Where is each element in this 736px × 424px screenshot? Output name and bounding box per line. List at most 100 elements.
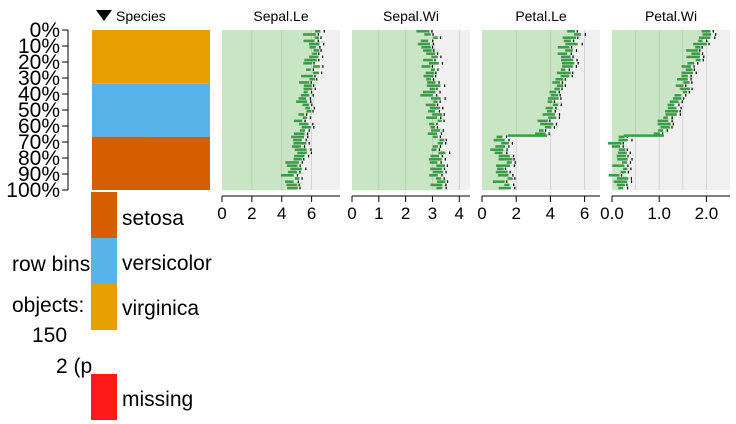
y-tick-label: 30% <box>18 67 60 90</box>
bar <box>482 74 570 77</box>
bar <box>352 151 446 154</box>
mean-mark <box>310 81 312 84</box>
bar <box>222 127 305 130</box>
bar <box>352 39 429 42</box>
sd-mark <box>686 55 700 59</box>
mean-mark <box>558 113 561 116</box>
bar <box>482 90 557 93</box>
bar <box>222 84 312 87</box>
bar <box>612 86 682 88</box>
bar <box>612 114 675 117</box>
mean-mark <box>444 84 446 87</box>
sd-mark <box>421 46 431 49</box>
bar <box>352 122 435 125</box>
bar <box>222 188 297 191</box>
mean-mark <box>320 49 322 52</box>
bar <box>612 148 626 151</box>
mean-mark <box>626 148 628 151</box>
mean-mark <box>310 148 312 151</box>
bar <box>482 178 512 181</box>
bar <box>222 134 309 136</box>
bar <box>482 161 512 164</box>
sd-mark <box>429 174 438 177</box>
sd-mark <box>430 154 440 158</box>
bar <box>352 178 447 181</box>
panel-petal-le: Petal.Le 0 2 4 6 <box>477 8 600 223</box>
bar <box>352 94 433 96</box>
bar <box>482 146 508 149</box>
sd-mark <box>301 74 313 78</box>
y-tick-label: 50% <box>18 99 60 122</box>
sd-mark <box>426 52 436 55</box>
bar <box>352 84 441 87</box>
mean-mark <box>671 119 673 123</box>
bar <box>352 108 438 111</box>
bar <box>612 137 623 140</box>
mean-mark <box>445 138 447 142</box>
mean-mark <box>445 170 447 174</box>
bar <box>222 105 307 108</box>
sd-mark <box>498 158 513 161</box>
sd-mark <box>673 97 682 100</box>
mean-mark <box>691 87 693 91</box>
sd-mark <box>302 33 316 36</box>
bar <box>612 57 699 60</box>
bar <box>482 121 546 124</box>
sd-mark <box>309 78 316 81</box>
bar <box>482 38 575 40</box>
bar <box>482 41 576 44</box>
sd-mark <box>665 110 679 113</box>
bar <box>222 55 319 58</box>
sort-indicator-icon[interactable] <box>96 10 112 21</box>
mean-mark <box>505 135 508 139</box>
bar <box>612 52 701 55</box>
bar <box>482 124 555 127</box>
bar <box>352 138 445 141</box>
mean-mark <box>444 97 446 100</box>
mean-mark <box>298 183 300 187</box>
species-title[interactable]: Species <box>116 8 166 24</box>
bar <box>482 89 563 92</box>
legend-label-versicolor: versicolor <box>122 252 212 275</box>
bar <box>482 68 566 71</box>
mean-mark <box>440 161 442 164</box>
mean-mark <box>436 103 439 107</box>
bar <box>612 111 678 114</box>
bar <box>222 74 313 77</box>
bar <box>612 68 693 71</box>
mean-mark <box>310 90 313 94</box>
bar <box>612 65 691 68</box>
bar <box>352 73 436 76</box>
bar <box>352 87 436 90</box>
bar <box>482 114 553 117</box>
mean-mark <box>706 39 708 43</box>
mean-mark <box>558 116 560 119</box>
bar <box>482 138 505 141</box>
bar <box>612 94 682 96</box>
mean-mark <box>309 116 312 119</box>
mean-mark <box>626 186 629 190</box>
bar <box>612 70 691 72</box>
sd-mark <box>616 177 629 180</box>
mean-mark <box>508 145 510 148</box>
mean-mark <box>560 103 562 107</box>
sd-mark <box>560 74 570 78</box>
bar <box>482 82 567 85</box>
bar <box>612 95 678 98</box>
bar <box>352 166 445 168</box>
bar <box>612 130 669 133</box>
species-band-setosa <box>92 136 210 190</box>
mean-mark <box>432 39 434 43</box>
y-tick-label: 10% <box>18 35 60 58</box>
sd-mark <box>299 129 305 132</box>
sd-mark <box>623 167 628 171</box>
bar <box>352 92 432 95</box>
sd-mark <box>309 55 319 59</box>
mean-mark <box>626 183 628 187</box>
sd-mark <box>429 122 435 126</box>
bar <box>222 31 321 34</box>
sd-mark <box>544 126 552 129</box>
bar <box>222 95 310 98</box>
bar <box>222 154 305 157</box>
